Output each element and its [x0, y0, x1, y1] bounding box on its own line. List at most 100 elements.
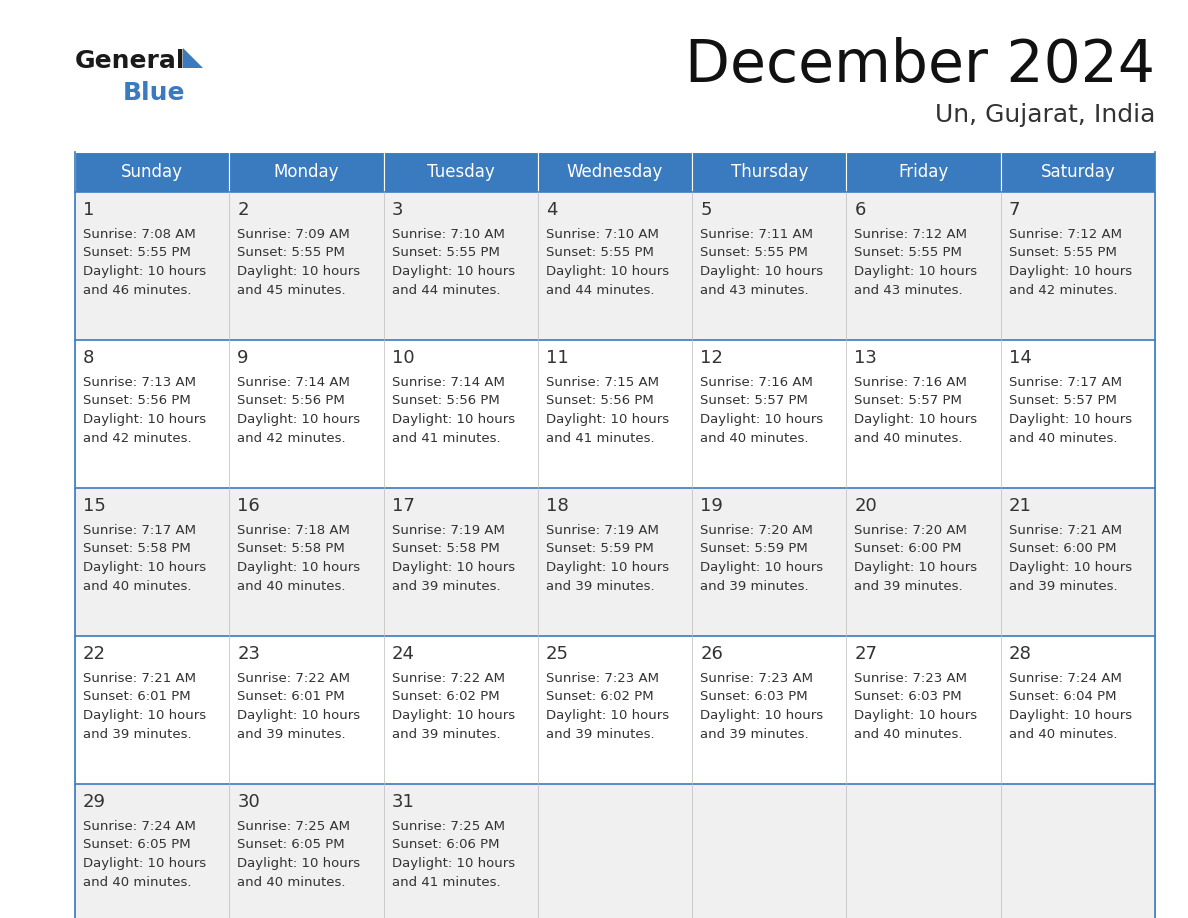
Text: and 42 minutes.: and 42 minutes.	[238, 431, 346, 444]
Text: Daylight: 10 hours: Daylight: 10 hours	[83, 709, 207, 722]
Bar	[75, 152, 229, 192]
Text: Daylight: 10 hours: Daylight: 10 hours	[854, 561, 978, 574]
Text: Sunset: 6:01 PM: Sunset: 6:01 PM	[83, 690, 190, 703]
Text: Sunset: 5:56 PM: Sunset: 5:56 PM	[238, 395, 345, 408]
Polygon shape	[183, 48, 203, 68]
Text: Sunrise: 7:12 AM: Sunrise: 7:12 AM	[854, 228, 967, 241]
Text: Blue: Blue	[124, 81, 185, 105]
Text: 29: 29	[83, 793, 106, 811]
Text: 15: 15	[83, 497, 106, 515]
Text: and 42 minutes.: and 42 minutes.	[83, 431, 191, 444]
Text: Sunset: 6:06 PM: Sunset: 6:06 PM	[392, 838, 499, 852]
Text: Daylight: 10 hours: Daylight: 10 hours	[1009, 413, 1132, 426]
Text: Daylight: 10 hours: Daylight: 10 hours	[545, 265, 669, 278]
Text: 31: 31	[392, 793, 415, 811]
Text: Sunrise: 7:12 AM: Sunrise: 7:12 AM	[1009, 228, 1121, 241]
Text: Un, Gujarat, India: Un, Gujarat, India	[935, 103, 1155, 127]
Text: and 40 minutes.: and 40 minutes.	[854, 431, 963, 444]
Text: Sunset: 5:56 PM: Sunset: 5:56 PM	[545, 395, 653, 408]
Text: Sunset: 5:57 PM: Sunset: 5:57 PM	[1009, 395, 1117, 408]
Text: Sunrise: 7:14 AM: Sunrise: 7:14 AM	[238, 376, 350, 389]
Text: General: General	[75, 49, 185, 73]
Text: and 45 minutes.: and 45 minutes.	[238, 284, 346, 297]
Text: Daylight: 10 hours: Daylight: 10 hours	[238, 265, 360, 278]
Text: Sunrise: 7:13 AM: Sunrise: 7:13 AM	[83, 376, 196, 389]
Text: Daylight: 10 hours: Daylight: 10 hours	[545, 413, 669, 426]
Text: 4: 4	[545, 201, 557, 219]
Text: Daylight: 10 hours: Daylight: 10 hours	[83, 265, 207, 278]
Text: 27: 27	[854, 645, 878, 663]
Text: Daylight: 10 hours: Daylight: 10 hours	[700, 709, 823, 722]
Bar	[846, 152, 1000, 192]
Text: Sunrise: 7:19 AM: Sunrise: 7:19 AM	[392, 524, 505, 537]
Text: 13: 13	[854, 349, 877, 367]
Bar	[1000, 152, 1155, 192]
Text: Sunset: 5:55 PM: Sunset: 5:55 PM	[392, 247, 499, 260]
Text: Sunrise: 7:23 AM: Sunrise: 7:23 AM	[854, 672, 967, 685]
Text: Daylight: 10 hours: Daylight: 10 hours	[700, 265, 823, 278]
Text: 21: 21	[1009, 497, 1031, 515]
Text: Sunset: 6:02 PM: Sunset: 6:02 PM	[545, 690, 653, 703]
Text: Sunrise: 7:09 AM: Sunrise: 7:09 AM	[238, 228, 350, 241]
Text: Sunrise: 7:23 AM: Sunrise: 7:23 AM	[700, 672, 813, 685]
Text: Sunrise: 7:20 AM: Sunrise: 7:20 AM	[700, 524, 813, 537]
Text: Daylight: 10 hours: Daylight: 10 hours	[392, 413, 514, 426]
Bar	[693, 152, 846, 192]
Text: Daylight: 10 hours: Daylight: 10 hours	[545, 561, 669, 574]
Text: and 42 minutes.: and 42 minutes.	[1009, 284, 1118, 297]
Text: Sunset: 5:56 PM: Sunset: 5:56 PM	[392, 395, 499, 408]
Text: Thursday: Thursday	[731, 163, 808, 181]
Text: 11: 11	[545, 349, 569, 367]
Text: and 43 minutes.: and 43 minutes.	[700, 284, 809, 297]
Text: Sunset: 6:02 PM: Sunset: 6:02 PM	[392, 690, 499, 703]
Text: Sunrise: 7:15 AM: Sunrise: 7:15 AM	[545, 376, 659, 389]
Text: Sunset: 5:59 PM: Sunset: 5:59 PM	[700, 543, 808, 555]
Text: and 39 minutes.: and 39 minutes.	[392, 579, 500, 592]
Text: Daylight: 10 hours: Daylight: 10 hours	[854, 709, 978, 722]
Text: Daylight: 10 hours: Daylight: 10 hours	[392, 265, 514, 278]
Text: and 39 minutes.: and 39 minutes.	[545, 727, 655, 741]
Text: Daylight: 10 hours: Daylight: 10 hours	[545, 709, 669, 722]
Text: Sunrise: 7:21 AM: Sunrise: 7:21 AM	[83, 672, 196, 685]
Text: Sunset: 6:04 PM: Sunset: 6:04 PM	[1009, 690, 1117, 703]
Text: Sunset: 5:57 PM: Sunset: 5:57 PM	[854, 395, 962, 408]
Text: and 44 minutes.: and 44 minutes.	[392, 284, 500, 297]
Text: Sunset: 6:03 PM: Sunset: 6:03 PM	[700, 690, 808, 703]
Text: Sunset: 6:05 PM: Sunset: 6:05 PM	[238, 838, 345, 852]
Text: Sunrise: 7:17 AM: Sunrise: 7:17 AM	[1009, 376, 1121, 389]
Text: Daylight: 10 hours: Daylight: 10 hours	[392, 857, 514, 870]
Text: Daylight: 10 hours: Daylight: 10 hours	[854, 265, 978, 278]
Text: and 40 minutes.: and 40 minutes.	[238, 579, 346, 592]
Text: 12: 12	[700, 349, 723, 367]
Text: Sunset: 5:55 PM: Sunset: 5:55 PM	[545, 247, 653, 260]
Text: and 39 minutes.: and 39 minutes.	[700, 579, 809, 592]
Text: Sunset: 5:58 PM: Sunset: 5:58 PM	[238, 543, 345, 555]
Text: Daylight: 10 hours: Daylight: 10 hours	[1009, 561, 1132, 574]
Text: and 39 minutes.: and 39 minutes.	[238, 727, 346, 741]
Text: Friday: Friday	[898, 163, 949, 181]
Text: Saturday: Saturday	[1041, 163, 1116, 181]
Text: Wednesday: Wednesday	[567, 163, 663, 181]
Text: 6: 6	[854, 201, 866, 219]
Text: and 41 minutes.: and 41 minutes.	[545, 431, 655, 444]
Text: 7: 7	[1009, 201, 1020, 219]
Text: Sunset: 6:05 PM: Sunset: 6:05 PM	[83, 838, 190, 852]
Text: 3: 3	[392, 201, 403, 219]
Text: 26: 26	[700, 645, 723, 663]
Text: 5: 5	[700, 201, 712, 219]
Text: December 2024: December 2024	[685, 37, 1155, 94]
Text: and 40 minutes.: and 40 minutes.	[83, 876, 191, 889]
Text: Sunrise: 7:08 AM: Sunrise: 7:08 AM	[83, 228, 196, 241]
Text: Sunrise: 7:16 AM: Sunrise: 7:16 AM	[700, 376, 813, 389]
Text: and 39 minutes.: and 39 minutes.	[854, 579, 963, 592]
Text: Daylight: 10 hours: Daylight: 10 hours	[83, 857, 207, 870]
Text: Daylight: 10 hours: Daylight: 10 hours	[1009, 265, 1132, 278]
Text: Daylight: 10 hours: Daylight: 10 hours	[83, 561, 207, 574]
Text: 10: 10	[392, 349, 415, 367]
Text: and 39 minutes.: and 39 minutes.	[1009, 579, 1118, 592]
Text: Sunrise: 7:10 AM: Sunrise: 7:10 AM	[545, 228, 658, 241]
Text: Sunrise: 7:18 AM: Sunrise: 7:18 AM	[238, 524, 350, 537]
Text: Sunrise: 7:20 AM: Sunrise: 7:20 AM	[854, 524, 967, 537]
Text: Sunset: 6:00 PM: Sunset: 6:00 PM	[1009, 543, 1117, 555]
Text: Sunset: 5:55 PM: Sunset: 5:55 PM	[700, 247, 808, 260]
